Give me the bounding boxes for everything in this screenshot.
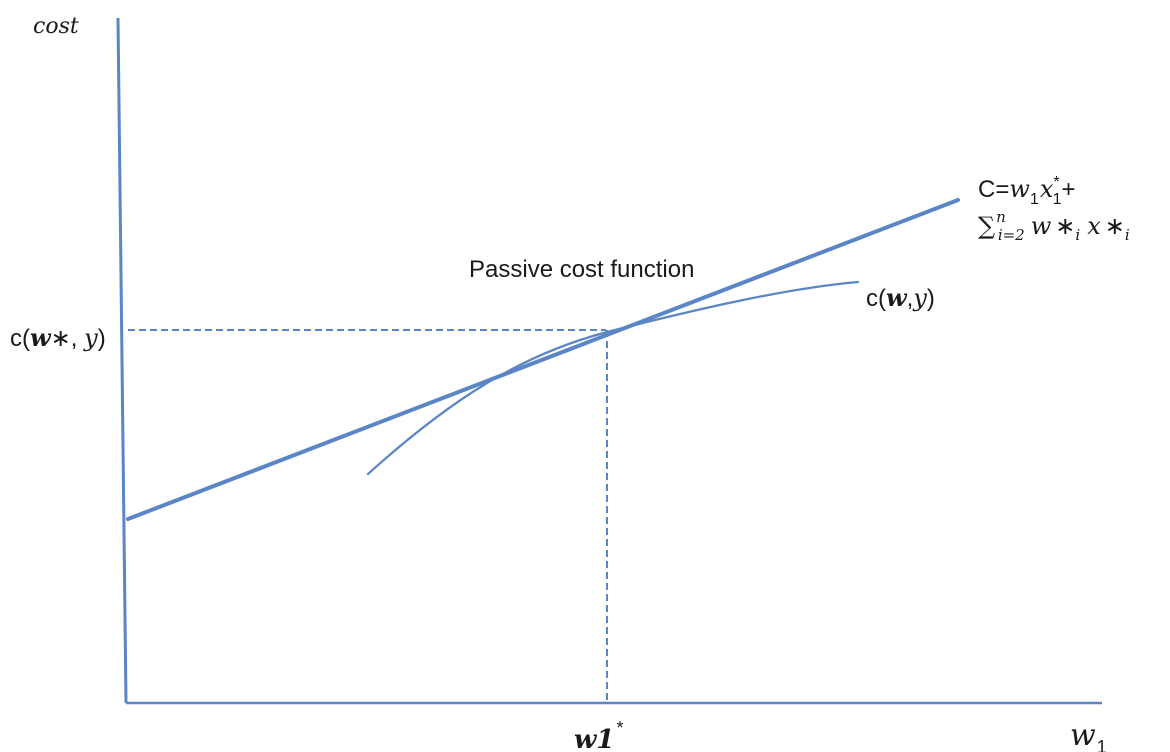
passive-cost-label: Passive cost function [469,256,694,283]
formula-line-2: ∑n i=2 w ∗i x ∗i [978,208,1130,244]
y-axis-label: cost [33,14,79,39]
w1-star-label: w1 * [574,718,624,752]
passive-cost-line [126,198,960,521]
formula-line-1: C=w1x* 1+ [978,174,1076,208]
c-w-star-y-label: c(w∗, y) [10,323,106,352]
x-axis-label: w1 [1070,718,1107,752]
c-w-y-label: c(w,y) [866,283,935,312]
cost-function-curve [366,280,860,476]
y-axis [116,17,128,704]
